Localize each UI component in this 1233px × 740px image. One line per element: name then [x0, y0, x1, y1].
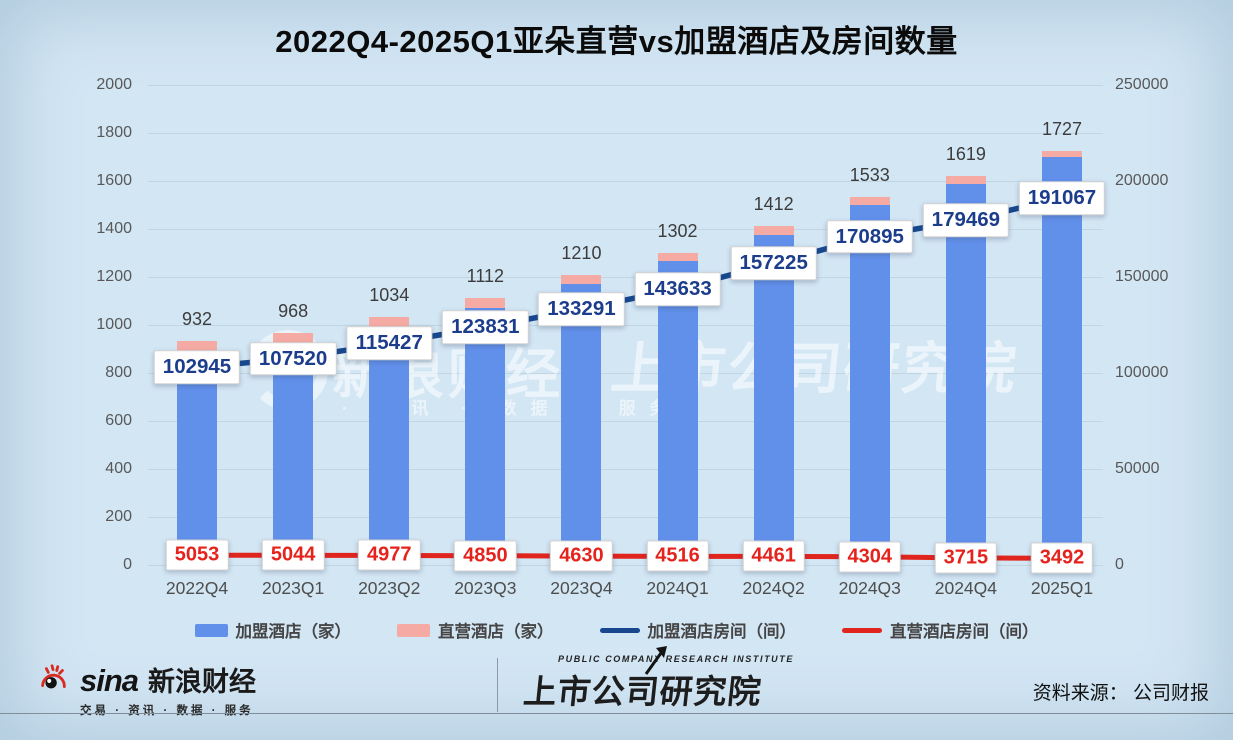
left-axis-tick: 2000: [96, 76, 132, 93]
left-axis-tick: 600: [105, 412, 132, 429]
right-axis-tick: 0: [1115, 556, 1124, 573]
legend-label: 直营酒店（家）: [438, 623, 554, 641]
footer-divider: [497, 658, 498, 712]
legend-item: 直营酒店房间（间）: [842, 618, 1039, 642]
institute-name-en: PUBLIC COMPANY RESEARCH INSTITUTE: [558, 654, 794, 664]
institute-arrow-icon: [644, 646, 667, 675]
franchise-rooms-label: 179469: [922, 203, 1010, 238]
x-axis-tick: 2024Q1: [646, 578, 709, 598]
x-axis-tick: 2024Q4: [934, 578, 998, 598]
direct-rooms-label: 4977: [357, 539, 421, 571]
direct-rooms-label: 5044: [261, 539, 325, 571]
legend-swatch-bar: [194, 623, 228, 637]
direct-rooms-label: 3492: [1030, 542, 1094, 574]
sina-brand-text: sina 新浪财经 交易 · 资讯 · 数据 · 服务: [80, 660, 256, 718]
institute-name-cn: 上市公司研究院: [521, 673, 764, 710]
legend-swatch-bar: [397, 623, 430, 637]
direct-rooms-label: 5053: [165, 539, 229, 571]
bar-direct-hotels: [1041, 150, 1082, 157]
chart-title: 2022Q4-2025Q1亚朵直营vs加盟酒店及房间数量: [275, 24, 958, 59]
left-axis-tick: 0: [123, 556, 132, 573]
direct-rooms-label: 4630: [550, 540, 613, 572]
bar-total-label: 1727: [1041, 118, 1082, 139]
direct-rooms-label: 3715: [934, 542, 998, 574]
left-axis-tick: 1000: [96, 316, 132, 333]
footer-rule: [0, 713, 1233, 714]
gridline: [148, 85, 1103, 86]
franchise-rooms-label: 157225: [730, 246, 817, 280]
right-axis-tick: 50000: [1115, 460, 1160, 477]
bar-franchise-hotels: [177, 351, 217, 565]
data-source-note: 资料来源： 公司财报: [1032, 683, 1209, 704]
institute-brand: PUBLIC COMPANY RESEARCH INSTITUTE 上市公司研究…: [521, 646, 794, 713]
x-axis-tick: 2023Q4: [550, 578, 613, 598]
legend: 加盟酒店（家） 直营酒店（家） 加盟酒店房间（间） 直营酒店房间（间）: [0, 618, 1233, 642]
sina-logo-icon: [41, 664, 66, 689]
bar-total-label: 1533: [849, 165, 890, 186]
right-axis-tick: 200000: [1115, 172, 1169, 189]
x-axis-tick: 2022Q4: [165, 578, 229, 598]
x-axis-tick: 2025Q1: [1030, 578, 1094, 598]
legend-label: 加盟酒店（家）: [235, 623, 352, 641]
x-axis-tick: 2023Q3: [454, 578, 517, 598]
x-axis-tick: 2024Q3: [838, 578, 901, 598]
legend-item: 加盟酒店房间（间）: [599, 618, 797, 642]
legend-item: 加盟酒店（家）: [194, 618, 352, 642]
franchise-rooms-label: 170895: [826, 220, 913, 254]
x-axis-tick: 2023Q1: [261, 578, 325, 598]
gridline: [148, 181, 1103, 182]
sina-brand: sina 新浪财经 交易 · 资讯 · 数据 · 服务: [36, 660, 256, 718]
bar-total-label: 1619: [945, 144, 986, 165]
right-axis-tick: 100000: [1115, 364, 1169, 381]
legend-item: 直营酒店（家）: [397, 618, 554, 642]
franchise-rooms-label: 107520: [249, 341, 337, 376]
x-axis-tick: 2023Q2: [358, 578, 421, 598]
left-axis-tick: 200: [105, 508, 132, 525]
direct-rooms-label: 4516: [646, 540, 709, 572]
bar-direct-hotels: [945, 176, 986, 184]
direct-rooms-label: 4850: [454, 540, 517, 572]
sina-tagline: 交易 · 资讯 · 数据 · 服务: [80, 705, 254, 717]
left-axis-tick: 1800: [96, 124, 132, 141]
franchise-rooms-label: 102945: [153, 350, 241, 385]
sina-logotype: sina: [80, 663, 139, 698]
right-axis-tick: 250000: [1115, 76, 1169, 93]
legend-swatch-line: [842, 627, 882, 633]
gridline: [148, 421, 1103, 422]
franchise-rooms-label: 123831: [442, 310, 529, 345]
franchise-rooms-label: 133291: [538, 292, 625, 326]
gridline: [148, 373, 1103, 374]
left-axis-tick: 1200: [96, 268, 132, 285]
legend-label: 直营酒店房间（间）: [890, 623, 1039, 641]
sina-cn-logotype: 新浪财经: [148, 667, 257, 697]
gridline: [148, 133, 1103, 134]
franchise-rooms-label: 115427: [346, 326, 432, 361]
footer: sina 新浪财经 交易 · 资讯 · 数据 · 服务 PUBLIC COMPA…: [0, 646, 1233, 740]
legend-swatch-line: [599, 627, 640, 633]
gridline: [148, 517, 1103, 518]
right-axis-tick: 150000: [1115, 268, 1169, 285]
franchise-rooms-label: 191067: [1018, 181, 1106, 215]
gridline: [148, 469, 1103, 470]
direct-rooms-label: 4304: [838, 541, 902, 573]
legend-label: 加盟酒店房间（间）: [647, 623, 797, 641]
direct-rooms-label: 4461: [742, 540, 805, 572]
bar-franchise-hotels: [273, 342, 314, 565]
left-axis-tick: 1600: [96, 172, 132, 189]
gridline: [148, 565, 1103, 566]
franchise-rooms-label: 143633: [634, 272, 721, 306]
left-axis-tick: 800: [105, 364, 132, 381]
x-axis-tick: 2024Q2: [742, 578, 805, 598]
left-axis-tick: 1400: [96, 220, 132, 237]
left-axis-tick: 400: [105, 460, 132, 477]
